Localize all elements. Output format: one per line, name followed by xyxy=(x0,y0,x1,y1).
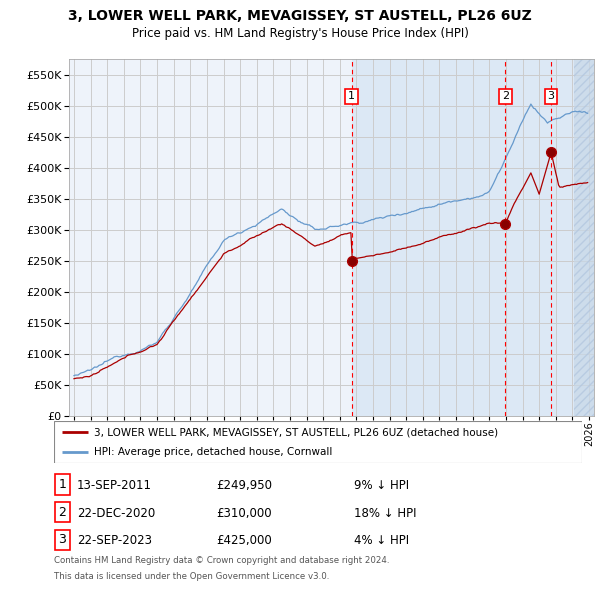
Text: 3: 3 xyxy=(548,91,554,101)
Text: 3: 3 xyxy=(58,533,67,546)
Text: £310,000: £310,000 xyxy=(216,507,272,520)
Text: Price paid vs. HM Land Registry's House Price Index (HPI): Price paid vs. HM Land Registry's House … xyxy=(131,27,469,40)
Text: 1: 1 xyxy=(58,478,67,491)
Text: £249,950: £249,950 xyxy=(216,479,272,492)
Bar xyxy=(574,59,594,416)
Text: 1: 1 xyxy=(348,91,355,101)
Text: 4% ↓ HPI: 4% ↓ HPI xyxy=(354,535,409,548)
Text: £425,000: £425,000 xyxy=(216,535,272,548)
Text: 13-SEP-2011: 13-SEP-2011 xyxy=(77,479,152,492)
Text: 18% ↓ HPI: 18% ↓ HPI xyxy=(354,507,416,520)
Text: 2: 2 xyxy=(502,91,509,101)
Text: 2: 2 xyxy=(58,506,67,519)
Text: 22-DEC-2020: 22-DEC-2020 xyxy=(77,507,155,520)
Text: Contains HM Land Registry data © Crown copyright and database right 2024.: Contains HM Land Registry data © Crown c… xyxy=(54,556,389,565)
Text: 22-SEP-2023: 22-SEP-2023 xyxy=(77,535,152,548)
Bar xyxy=(352,59,594,416)
Text: 9% ↓ HPI: 9% ↓ HPI xyxy=(354,479,409,492)
Text: HPI: Average price, detached house, Cornwall: HPI: Average price, detached house, Corn… xyxy=(94,447,332,457)
Text: 3, LOWER WELL PARK, MEVAGISSEY, ST AUSTELL, PL26 6UZ: 3, LOWER WELL PARK, MEVAGISSEY, ST AUSTE… xyxy=(68,9,532,23)
Text: This data is licensed under the Open Government Licence v3.0.: This data is licensed under the Open Gov… xyxy=(54,572,329,581)
Text: 3, LOWER WELL PARK, MEVAGISSEY, ST AUSTELL, PL26 6UZ (detached house): 3, LOWER WELL PARK, MEVAGISSEY, ST AUSTE… xyxy=(94,427,498,437)
